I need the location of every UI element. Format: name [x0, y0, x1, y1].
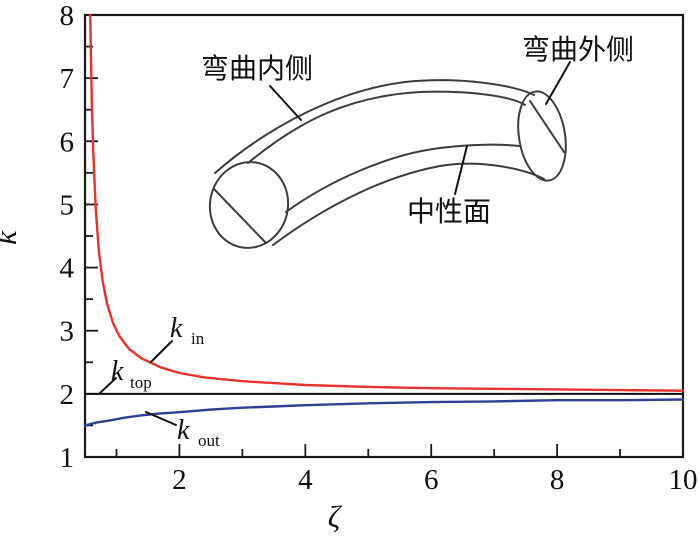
y-tick-label: 6 — [60, 126, 75, 158]
y-tick-label: 3 — [60, 316, 75, 348]
x-axis-tick-labels: 2 4 6 8 10 — [172, 464, 697, 496]
x-axis-label: ζ — [328, 499, 343, 534]
y-tick-label: 7 — [60, 63, 75, 95]
k-in-leader-line — [150, 340, 173, 363]
x-axis-ticks — [115, 444, 684, 457]
k-in-label: k — [170, 313, 183, 344]
y-tick-label: 8 — [60, 0, 75, 32]
outer-side-leader-line — [545, 61, 571, 105]
x-tick-label: 4 — [298, 464, 313, 496]
y-tick-label: 2 — [60, 379, 75, 411]
pipe-inset: 弯曲内侧 弯曲外侧 中性面 — [201, 34, 634, 249]
pipe-neutral-plane-line — [285, 143, 520, 213]
pipe-left-end-chord — [213, 188, 267, 244]
k-out-curve — [83, 398, 685, 427]
k-top-label: k — [111, 356, 124, 387]
y-tick-label: 4 — [60, 253, 75, 285]
pipe-bottom-outline — [272, 162, 545, 246]
pipe-top-outline — [214, 79, 535, 174]
k-top-leader-line — [99, 377, 117, 394]
x-tick-label: 10 — [669, 464, 698, 496]
y-tick-label: 5 — [60, 189, 75, 221]
pipe-right-end-ellipse — [517, 90, 567, 182]
inner-side-label: 弯曲内侧 — [201, 53, 313, 85]
x-tick-label: 2 — [172, 464, 187, 496]
y-tick-label: 1 — [60, 442, 75, 474]
outer-side-label: 弯曲外侧 — [522, 34, 634, 66]
pipe-inner-side-band-line — [247, 90, 526, 164]
neutral-plane-label: 中性面 — [407, 196, 491, 228]
k-out-label-subscript: out — [198, 431, 220, 450]
curve-label-k-out: k out — [145, 411, 220, 450]
k-out-leader-line — [145, 411, 177, 426]
k-out-label: k — [177, 415, 190, 446]
curve-label-k-top: k top — [99, 356, 152, 394]
y-axis-tick-labels: 1 2 3 4 5 6 7 8 — [60, 0, 75, 474]
inner-side-leader-line — [269, 85, 302, 121]
x-tick-label: 6 — [424, 464, 439, 496]
y-axis-label: k — [0, 230, 23, 245]
neutral-plane-leader-line — [454, 145, 468, 195]
k-in-label-subscript: in — [191, 329, 205, 348]
pipe-right-end-chord — [529, 100, 565, 153]
curve-label-k-in: k in — [150, 313, 205, 363]
x-tick-label: 8 — [550, 464, 565, 496]
k-top-label-subscript: top — [130, 373, 152, 392]
